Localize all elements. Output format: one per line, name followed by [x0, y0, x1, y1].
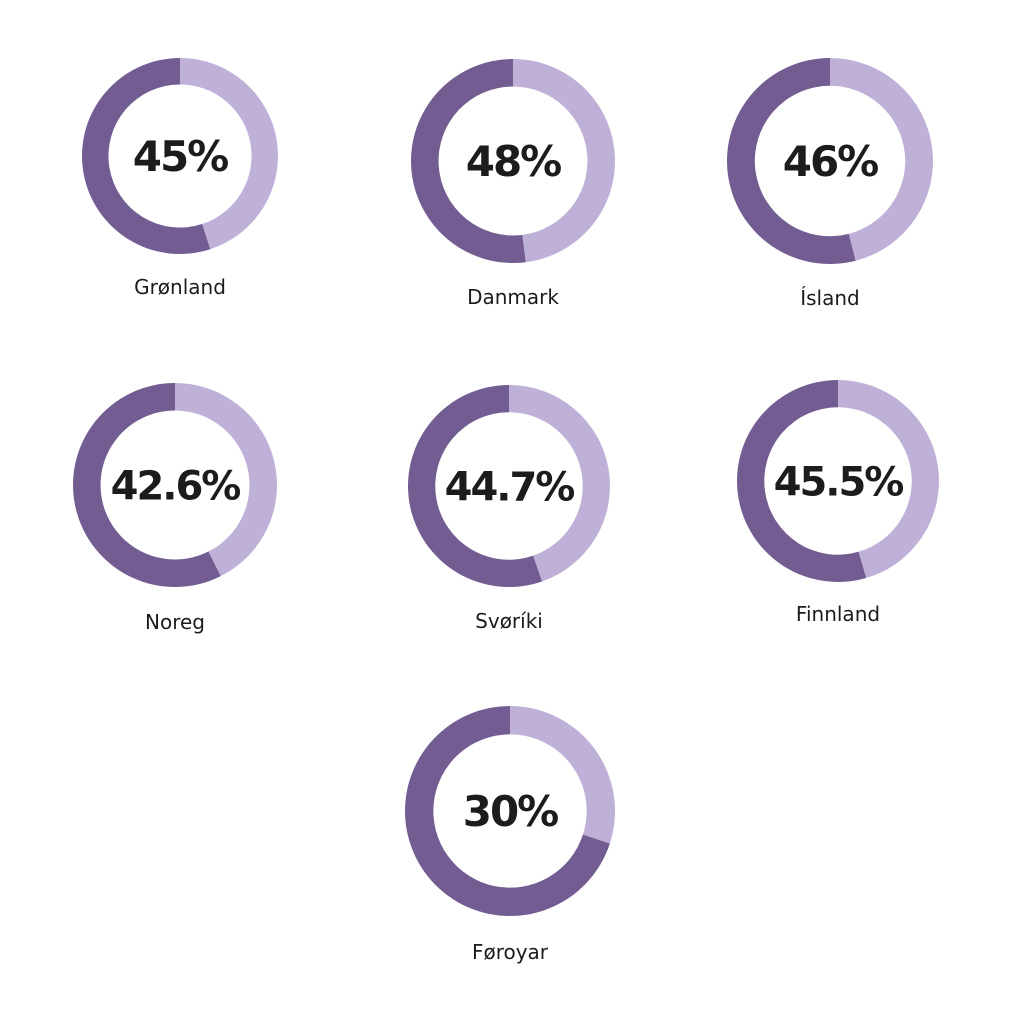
category-label: Grønland [134, 275, 226, 299]
donut-finnland: 45.5% Finnland [737, 380, 940, 626]
value-segment [175, 383, 278, 577]
donut-føroyar: 30% Føroyar [405, 706, 615, 964]
value-segment [180, 58, 278, 250]
remainder-segment [73, 383, 221, 587]
value-segment [509, 385, 610, 582]
remainder-segment [81, 58, 211, 254]
category-label: Svøríki [475, 609, 543, 633]
value-label: 46% [783, 137, 878, 186]
remainder-segment [411, 59, 526, 263]
value-segment [513, 59, 616, 263]
value-label: 45% [133, 132, 228, 181]
value-label: 44.7% [445, 464, 575, 510]
donut-ísland: 46% Ísland [726, 57, 934, 310]
donut-noreg: 42.6% Noreg [73, 383, 278, 634]
category-label: Finnland [796, 602, 880, 626]
donut-grønland: 45% Grønland [81, 58, 278, 299]
value-segment [510, 706, 615, 844]
value-label: 45.5% [774, 459, 904, 505]
donut-danmark: 48% Danmark [411, 59, 616, 309]
category-label: Noreg [145, 610, 205, 634]
remainder-segment [737, 380, 867, 582]
value-segment [830, 57, 934, 261]
value-label: 42.6% [111, 463, 241, 509]
value-segment [838, 380, 940, 578]
remainder-segment [726, 58, 856, 264]
category-label: Danmark [467, 285, 559, 309]
donut-svøríki: 44.7% Svøríki [408, 385, 610, 633]
remainder-segment [408, 385, 543, 587]
category-label: Ísland [800, 286, 860, 310]
category-label: Føroyar [472, 940, 549, 964]
value-label: 30% [463, 787, 558, 836]
value-label: 48% [466, 137, 561, 186]
